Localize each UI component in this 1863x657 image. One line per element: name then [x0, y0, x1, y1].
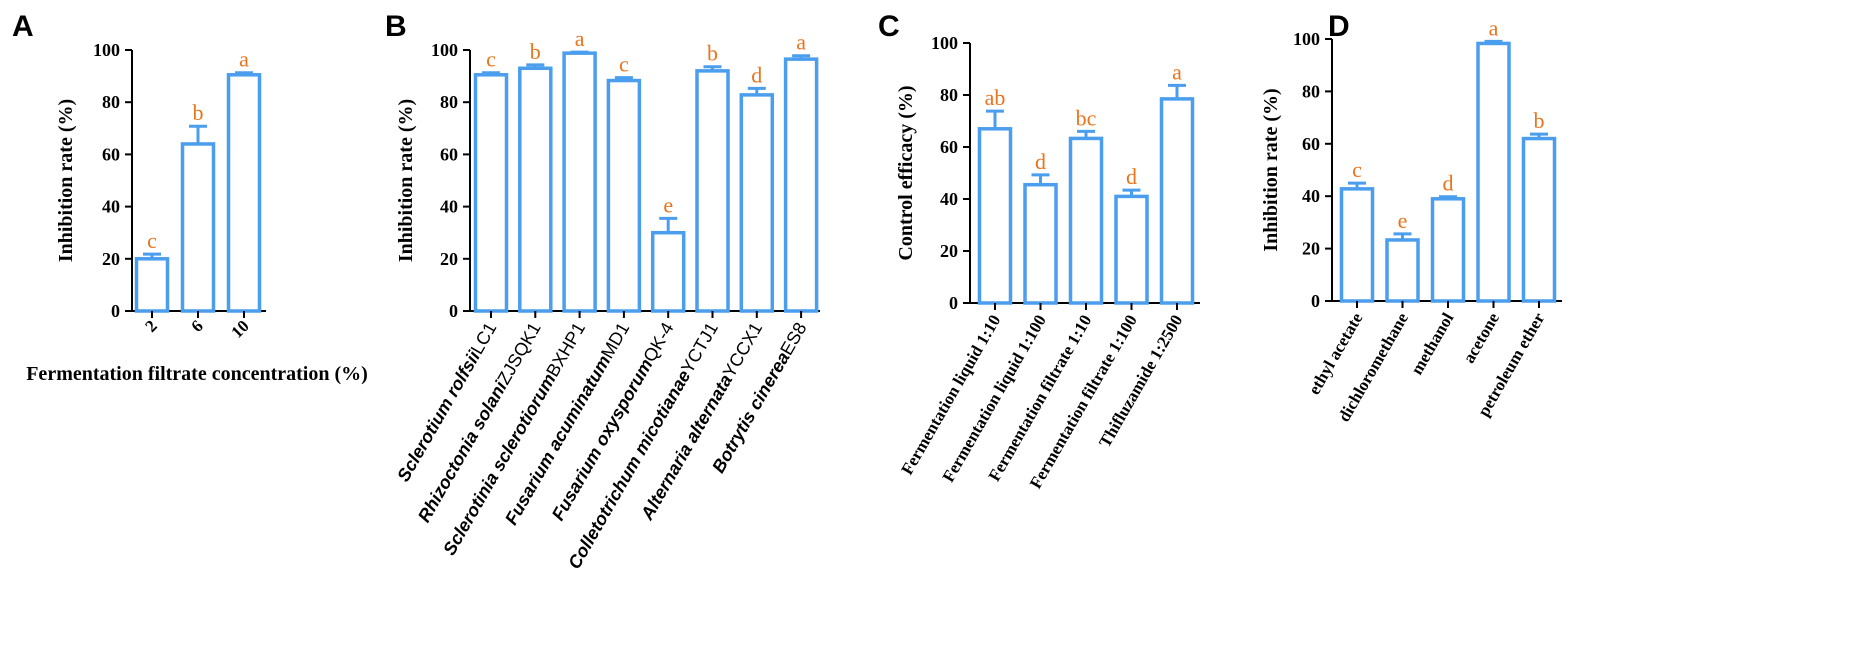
panel-label-a: A	[12, 10, 34, 43]
significance-letter: a	[1489, 15, 1499, 40]
bar	[650, 230, 686, 313]
significance-letter: d	[1443, 171, 1454, 196]
panel-label-c: C	[878, 10, 900, 43]
y-tick-label: 80	[1302, 81, 1320, 101]
panel-a: A 0 20 40 60 80 100 Inhibition rate (%) c 2 b 6 a 10…	[12, 10, 368, 385]
y-tick-label: 40	[1302, 186, 1320, 206]
category-label: methanol	[1407, 309, 1458, 378]
bar	[1430, 197, 1466, 303]
category-strain: ES8	[776, 319, 810, 358]
bar	[1385, 238, 1420, 303]
significance-letter: e	[1398, 208, 1408, 233]
panel-label-b: B	[385, 10, 407, 43]
y-tick-label: 0	[449, 301, 458, 321]
x-axis-label: Fermentation filtrate concentration (%)	[26, 363, 368, 385]
bar	[518, 66, 553, 313]
y-tick-label: 60	[940, 137, 958, 157]
y-tick-label: 20	[940, 241, 958, 261]
y-tick-label: 20	[102, 249, 120, 269]
significance-letter: a	[1172, 59, 1182, 84]
y-tick-label: 0	[1311, 291, 1320, 311]
bar	[134, 257, 170, 313]
bar	[1159, 97, 1195, 305]
category-strain: MD1	[597, 319, 633, 362]
y-tick-label: 60	[440, 144, 458, 164]
y-tick-label: 60	[102, 144, 120, 164]
y-tick-label: 40	[102, 197, 120, 217]
bar	[1023, 182, 1058, 305]
bar	[226, 73, 262, 313]
significance-letter: c	[147, 228, 157, 253]
y-tick-label: 100	[931, 33, 958, 53]
y-tick-label: 40	[940, 189, 958, 209]
bar	[1476, 41, 1511, 303]
y-tick-label: 100	[1293, 29, 1320, 49]
y-tick-label: 20	[440, 249, 458, 269]
y-tick-label: 60	[1302, 134, 1320, 154]
y-axis-label: Control efficacy (%)	[895, 85, 917, 260]
y-tick-label: 80	[940, 85, 958, 105]
significance-letter: b	[707, 41, 718, 66]
bar	[562, 51, 597, 313]
significance-letter: b	[1534, 108, 1545, 133]
significance-letter: c	[1352, 157, 1362, 182]
category-strain: YCTJ1	[677, 319, 722, 377]
category-strain: BXHP1	[542, 319, 589, 380]
significance-letter: d	[1126, 164, 1137, 189]
significance-letter: a	[575, 26, 585, 51]
y-tick-label: 80	[102, 92, 120, 112]
significance-letter: c	[486, 47, 496, 72]
y-tick-label: 40	[440, 197, 458, 217]
bar	[606, 78, 642, 313]
y-axis-label: Inhibition rate (%)	[55, 99, 77, 262]
category-strain: QK-4	[639, 319, 677, 365]
significance-letter: e	[663, 192, 673, 217]
significance-letter: d	[751, 62, 762, 87]
bar	[1068, 136, 1104, 305]
y-axis-label: Inhibition rate (%)	[1260, 88, 1282, 251]
bar	[180, 142, 216, 313]
y-tick-label: 20	[1302, 239, 1320, 259]
category-strain: YCCX1	[719, 319, 766, 381]
y-axis-label: Inhibition rate (%)	[395, 99, 417, 262]
category-label: Thifluzamide 1:2500	[1095, 312, 1186, 451]
bar	[739, 93, 775, 313]
significance-letter: d	[1035, 149, 1046, 174]
bar	[977, 127, 1013, 305]
y-tick-label: 0	[949, 293, 958, 313]
panel-label-d: D	[1328, 10, 1350, 43]
significance-letter: c	[619, 52, 629, 77]
category-label: acetone	[1459, 309, 1503, 366]
bar	[783, 57, 819, 313]
significance-letter: b	[530, 39, 541, 64]
bar	[1114, 194, 1149, 305]
category-label: 2	[141, 316, 160, 335]
bar	[1521, 136, 1557, 303]
bar	[1339, 187, 1375, 303]
y-tick-label: 100	[93, 40, 120, 60]
significance-letter: bc	[1076, 105, 1097, 130]
significance-letter: b	[193, 100, 204, 125]
y-tick-label: 0	[111, 301, 120, 321]
category-label: 6	[187, 316, 206, 335]
significance-letter: ab	[985, 85, 1006, 110]
bar	[473, 73, 509, 313]
significance-letter: a	[796, 30, 806, 55]
y-tick-label: 100	[431, 40, 458, 60]
bar	[695, 69, 730, 313]
y-tick-label: 80	[440, 92, 458, 112]
significance-letter: a	[239, 47, 249, 72]
category-label: 10	[227, 316, 252, 341]
